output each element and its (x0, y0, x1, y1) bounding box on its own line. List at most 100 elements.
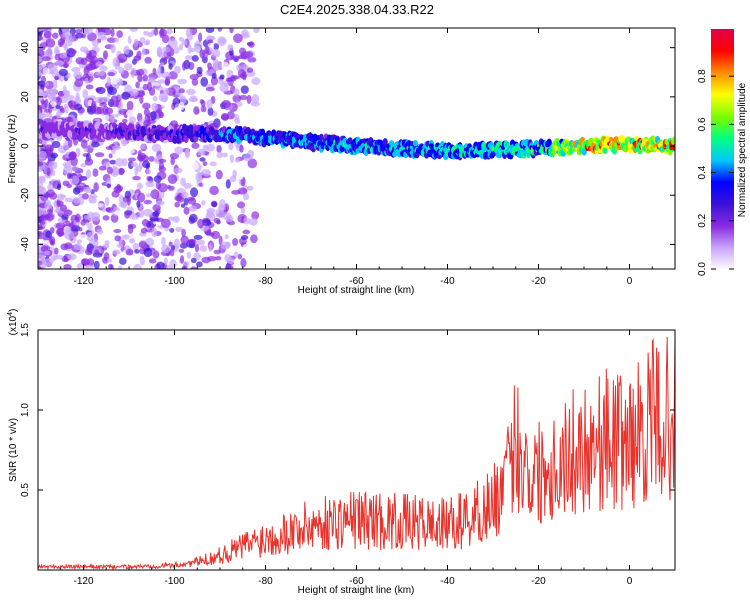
spectrogram-point (67, 100, 77, 108)
spectrogram-point (237, 253, 243, 260)
spectrogram-point (124, 211, 131, 219)
spectrogram-point (206, 99, 213, 109)
spectrogram-point (44, 112, 53, 118)
spectrogram-point (167, 174, 178, 185)
spectrogram-point (146, 81, 152, 92)
snr-y-label: SNR (10 * v/v) (8, 418, 19, 482)
spectrogram-point (86, 231, 95, 242)
spectrogram-point (129, 28, 139, 32)
spectrogram-point (181, 228, 186, 238)
spectrogram-point (232, 205, 237, 216)
spectrogram-point (128, 116, 137, 124)
spectrogram-point (99, 221, 109, 227)
spectrogram-point (60, 204, 68, 212)
spectrogram-point (146, 168, 152, 175)
spectrogram-point (246, 185, 254, 191)
spectrogram-point (145, 180, 155, 188)
spectrogram-point (215, 256, 222, 261)
spectrogram-point (83, 147, 89, 153)
spectrogram-point (230, 74, 237, 82)
spectrogram-point (237, 201, 246, 209)
spectrogram-point (118, 194, 124, 204)
spectrogram-point (143, 40, 150, 46)
spectrogram-point (102, 50, 109, 60)
spectrogram-point (50, 238, 55, 245)
spectrogram-point (91, 39, 99, 47)
spectrogram-point (76, 263, 84, 269)
spectrogram-point (183, 197, 189, 206)
spectrogram-point (42, 67, 50, 76)
spectrogram-point (146, 175, 153, 182)
spectrogram-point (251, 77, 261, 85)
spectrogram-point (153, 28, 159, 36)
figure-title: C2E4.2025.338.04.33.R22 (280, 2, 434, 17)
spectrogram-point (195, 239, 206, 246)
spectrogram-point (132, 175, 141, 181)
spectrogram-point (106, 183, 112, 189)
spectrogram-point (93, 182, 99, 193)
spectrogram-point (136, 155, 146, 161)
spectrogram-point (62, 165, 73, 176)
spectrogram-point (150, 111, 157, 121)
spectrogram-point (142, 74, 148, 82)
spectrogram-point (202, 179, 208, 188)
spectrogram-point (80, 139, 88, 149)
spectrogram-point (43, 258, 54, 266)
spectrogram-point (199, 157, 206, 162)
spectrogram-point (190, 257, 197, 264)
spectrogram-point (143, 247, 153, 258)
snr-scale-label: (x104) (7, 309, 19, 336)
spectrogram-point (73, 242, 82, 251)
snr-x-label: Height of straight line (km) (298, 585, 415, 596)
spectrogram-point (133, 55, 142, 61)
spectrogram-point (110, 95, 118, 102)
spectrogram-point (143, 208, 153, 217)
colorbar-tick-label: 0.2 (697, 213, 708, 227)
spectrogram-point (118, 265, 123, 269)
spectrogram-point (382, 138, 388, 147)
spectrogram-point (66, 183, 73, 189)
spectrogram-point (133, 263, 142, 269)
spectrogram-point (41, 100, 48, 110)
spectrogram-point (155, 85, 164, 91)
spectrogram-panel: -120 -100 -80 -60 -40 -20 0 -40 -20 0 20 40 Height… (7, 27, 676, 296)
spectrogram-point (223, 142, 228, 152)
x-tick-label: 0 (627, 576, 633, 587)
spectrogram-point (51, 88, 56, 94)
spectrogram-point (118, 257, 127, 265)
spectrogram-point (188, 117, 197, 122)
spectrogram-point (139, 255, 145, 266)
spectrogram-point (246, 67, 254, 73)
spectrogram-point (208, 243, 213, 252)
spectrogram-point (224, 241, 231, 248)
spectrogram-point (94, 96, 105, 104)
spectrogram-point (105, 207, 111, 212)
spectrogram-point (106, 76, 112, 87)
spectrogram-point (206, 165, 212, 171)
x-tick-label: -120 (73, 576, 93, 587)
spectrogram-point (115, 185, 124, 192)
spectrogram-point (213, 249, 221, 255)
spectrogram-point (226, 111, 235, 120)
spectrogram-point (113, 210, 123, 216)
spectrogram-point (156, 261, 165, 269)
spectrogram-point (137, 192, 146, 203)
spectrogram-point (75, 147, 81, 158)
spectrogram-x-ticks: -120 -100 -80 -60 -40 -20 0 (37, 28, 676, 287)
spectrogram-point (215, 208, 225, 218)
spectrogram-point (38, 207, 44, 217)
spectrogram-point (133, 38, 139, 47)
spectrogram-point (210, 76, 219, 86)
spectrogram-point (240, 85, 249, 94)
spectrogram-point (56, 110, 62, 119)
spectrogram-point (200, 200, 206, 206)
spectrogram-point (151, 143, 162, 153)
spectrogram-point (173, 65, 182, 75)
spectrogram-point (74, 213, 81, 223)
spectrogram-point (109, 264, 114, 269)
spectrogram-point (247, 56, 257, 63)
spectrogram-point (141, 218, 150, 227)
spectrogram-point (98, 165, 107, 171)
spectrogram-point (64, 106, 69, 114)
spectrogram-point (124, 63, 133, 71)
